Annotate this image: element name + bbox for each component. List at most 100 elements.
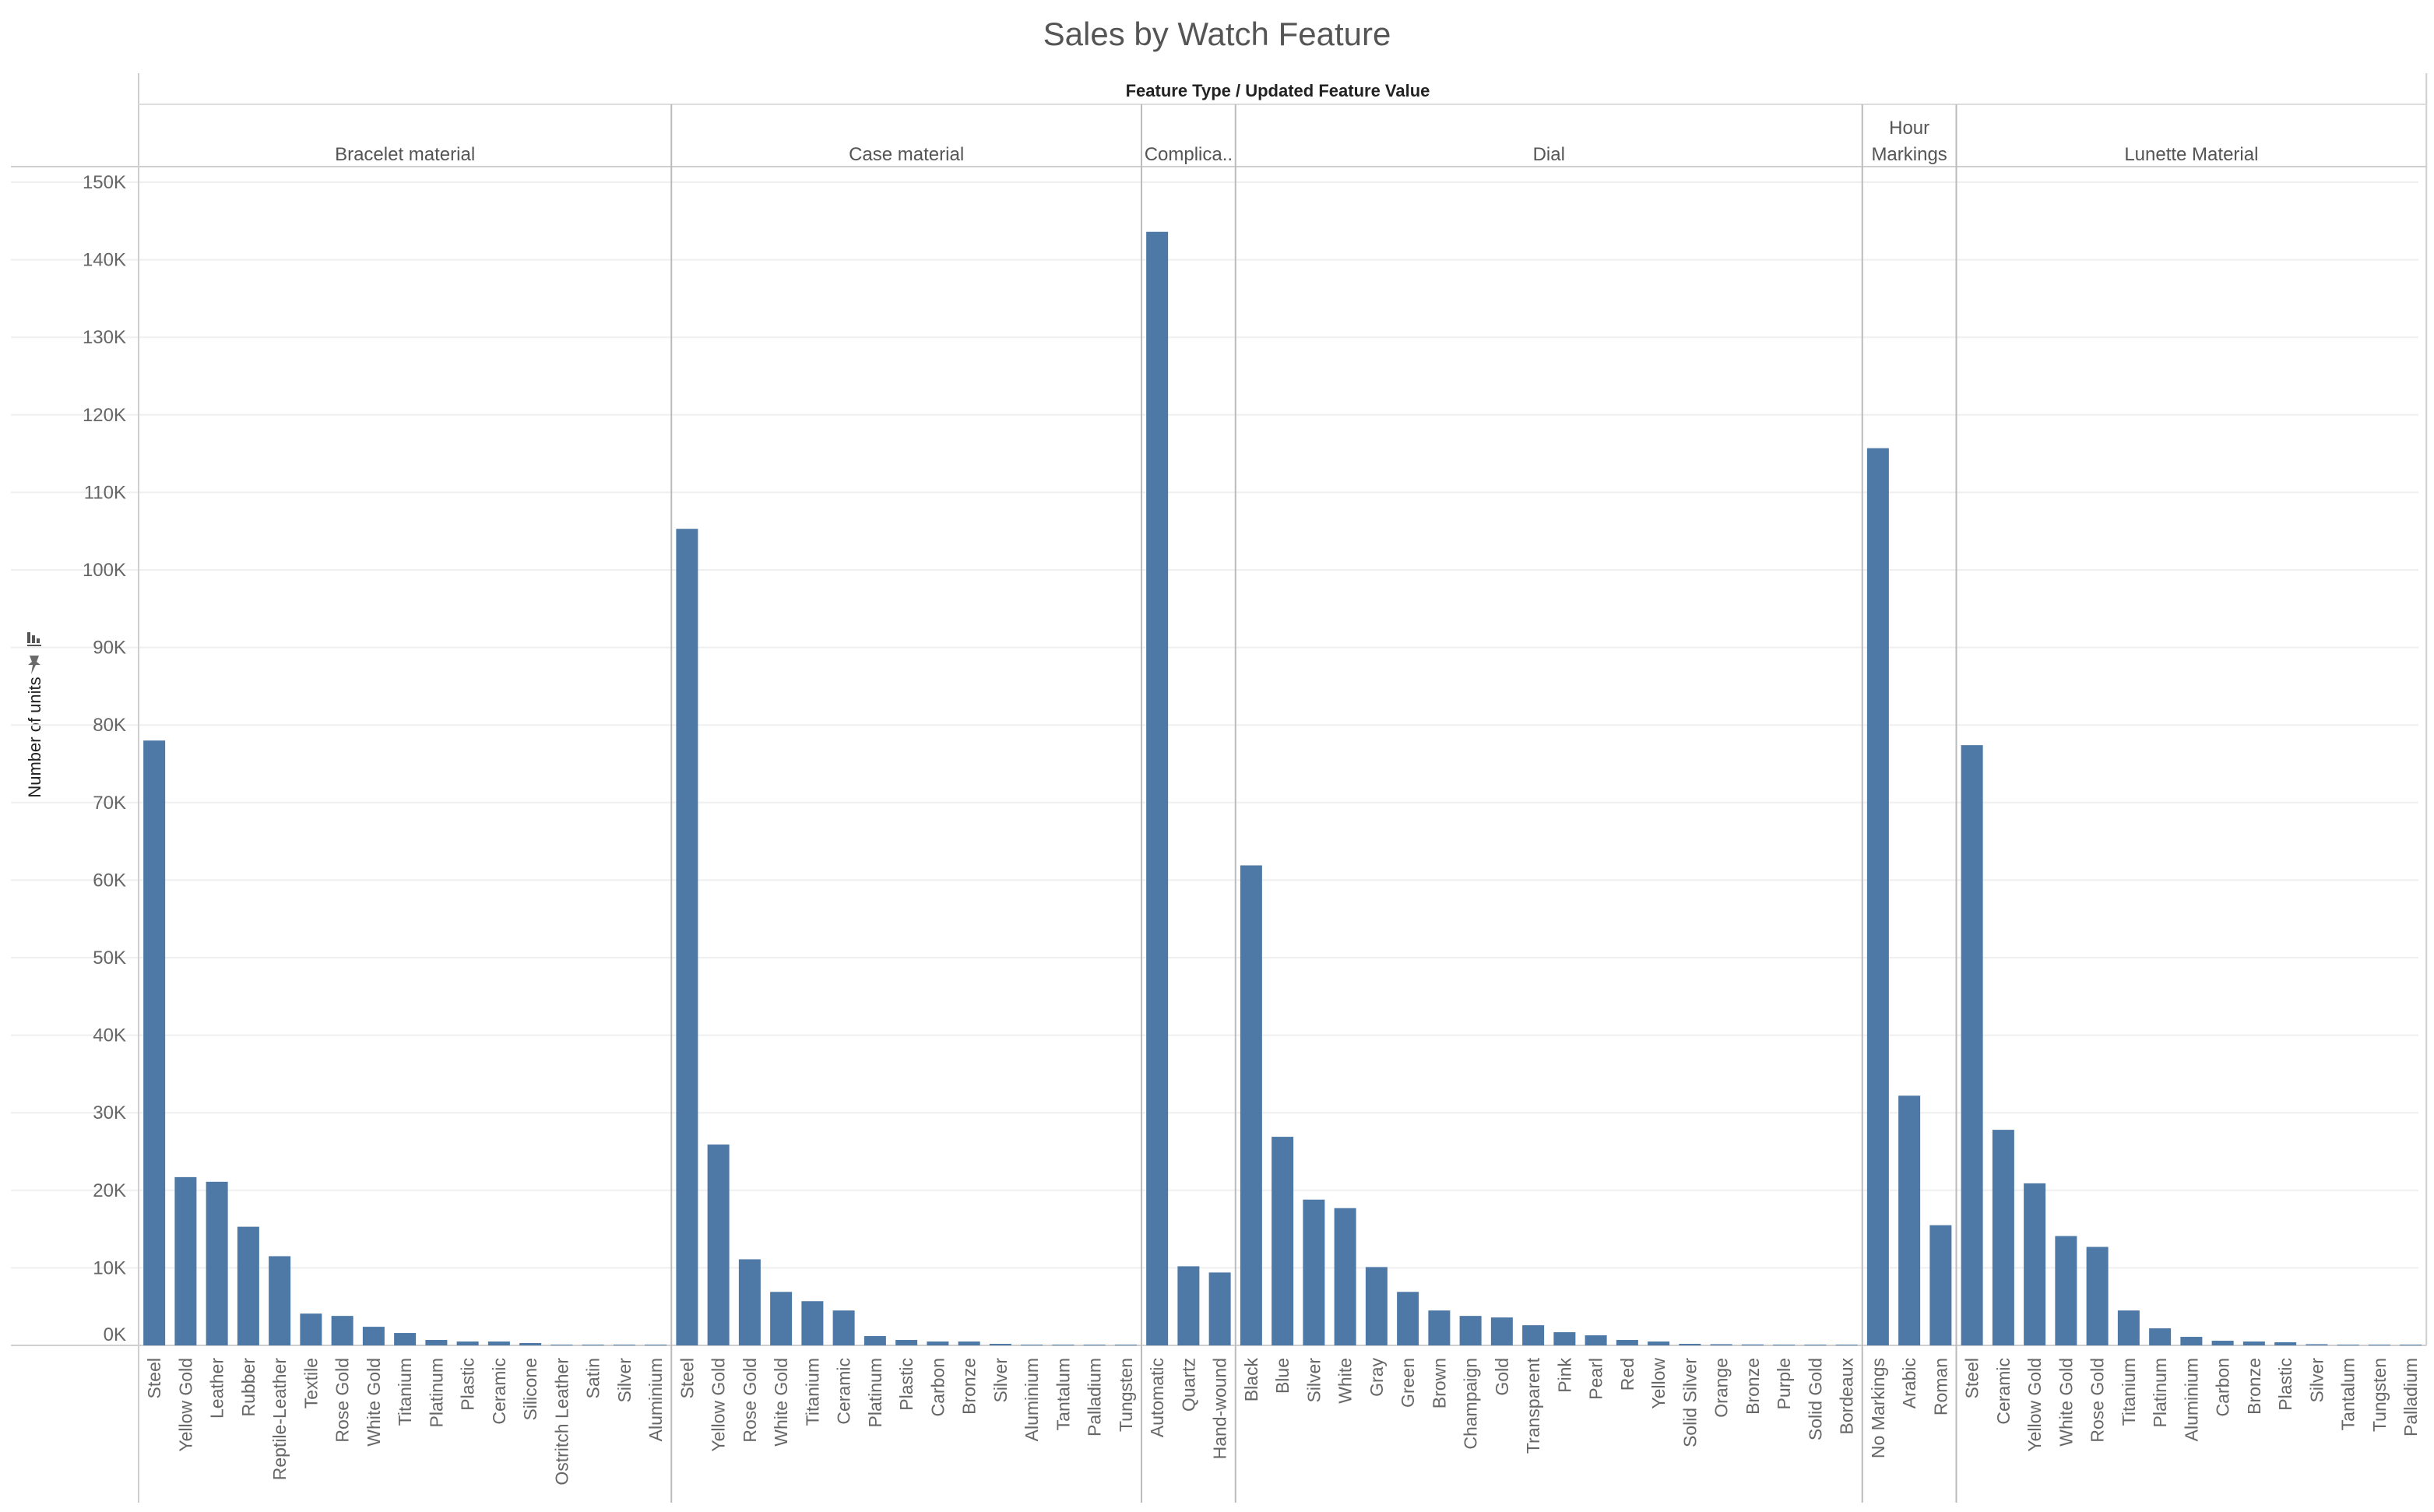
bar-0-3[interactable] bbox=[237, 1226, 259, 1345]
bar-1-7[interactable] bbox=[895, 1340, 918, 1345]
bar-5-4[interactable] bbox=[2086, 1247, 2109, 1345]
sort-icon[interactable] bbox=[27, 632, 41, 646]
x-tick-label: Aluminium bbox=[2181, 1358, 2201, 1441]
bar-0-12[interactable] bbox=[519, 1343, 542, 1345]
bar-3-1[interactable] bbox=[1272, 1137, 1294, 1345]
bar-3-9[interactable] bbox=[1522, 1325, 1545, 1345]
bar-4-0[interactable] bbox=[1866, 448, 1889, 1346]
bar-3-14[interactable] bbox=[1679, 1344, 1701, 1345]
bar-3-10[interactable] bbox=[1553, 1332, 1576, 1345]
bar-1-8[interactable] bbox=[927, 1341, 949, 1345]
x-tick-label: Transparent bbox=[1523, 1357, 1543, 1454]
bar-5-9[interactable] bbox=[2242, 1341, 2265, 1345]
bar-0-5[interactable] bbox=[300, 1313, 322, 1345]
bar-1-3[interactable] bbox=[770, 1292, 793, 1345]
bar-5-8[interactable] bbox=[2211, 1341, 2234, 1345]
x-tick-label: No Markings bbox=[1868, 1358, 1888, 1458]
bar-0-1[interactable] bbox=[174, 1176, 197, 1345]
x-tick-label: Silver bbox=[2306, 1358, 2327, 1403]
y-axis-label-group: Number of units bbox=[25, 632, 44, 798]
x-tick-label: Leather bbox=[207, 1358, 227, 1419]
x-tick-label: Automatic bbox=[1147, 1358, 1167, 1437]
x-tick-label: Purple bbox=[1774, 1358, 1794, 1409]
bar-5-5[interactable] bbox=[2117, 1310, 2140, 1345]
y-tick-label: 60K bbox=[93, 870, 126, 891]
y-tick-label: 150K bbox=[83, 172, 126, 193]
bar-5-1[interactable] bbox=[1992, 1130, 2014, 1345]
bar-4-1[interactable] bbox=[1898, 1095, 1921, 1345]
x-tick-label: Reptile-Leather bbox=[269, 1358, 290, 1481]
x-tick-label: Plastic bbox=[2275, 1358, 2295, 1411]
bar-3-13[interactable] bbox=[1648, 1341, 1670, 1345]
bar-5-6[interactable] bbox=[2149, 1328, 2172, 1345]
bar-0-7[interactable] bbox=[362, 1327, 385, 1345]
bar-1-10[interactable] bbox=[989, 1344, 1011, 1345]
x-tick-label: Gold bbox=[1492, 1358, 1512, 1396]
bar-3-4[interactable] bbox=[1365, 1267, 1388, 1345]
bar-3-2[interactable] bbox=[1303, 1199, 1325, 1345]
bar-1-6[interactable] bbox=[864, 1336, 886, 1345]
bar-0-10[interactable] bbox=[456, 1341, 479, 1345]
bar-1-2[interactable] bbox=[738, 1259, 761, 1345]
x-tick-label: Bronze bbox=[2244, 1358, 2264, 1415]
bar-5-10[interactable] bbox=[2274, 1342, 2297, 1345]
x-tick-label: White bbox=[1335, 1358, 1356, 1404]
x-tick-label: Platinum bbox=[426, 1358, 446, 1427]
bar-4-2[interactable] bbox=[1929, 1225, 1952, 1345]
x-tick-label: Aluminium bbox=[1022, 1358, 1042, 1441]
bar-2-0[interactable] bbox=[1146, 231, 1169, 1345]
bar-1-0[interactable] bbox=[676, 529, 698, 1346]
bar-1-4[interactable] bbox=[801, 1301, 824, 1345]
bar-2-2[interactable] bbox=[1208, 1272, 1231, 1345]
bar-0-0[interactable] bbox=[143, 740, 166, 1345]
x-tick-label: Platinum bbox=[865, 1358, 885, 1427]
bar-0-8[interactable] bbox=[394, 1333, 417, 1345]
x-tick-label: Pink bbox=[1554, 1358, 1574, 1393]
bar-0-4[interactable] bbox=[269, 1256, 291, 1345]
x-tick-label: Ceramic bbox=[1993, 1358, 2014, 1425]
x-tick-label: White Gold bbox=[2056, 1358, 2076, 1447]
bar-3-8[interactable] bbox=[1490, 1317, 1513, 1345]
y-tick-label: 80K bbox=[93, 715, 126, 736]
bar-5-2[interactable] bbox=[2024, 1183, 2046, 1345]
bar-0-2[interactable] bbox=[206, 1181, 228, 1345]
pin-icon[interactable] bbox=[28, 656, 40, 674]
bar-3-0[interactable] bbox=[1240, 865, 1262, 1345]
panel-label: Case material bbox=[849, 144, 964, 165]
bar-1-9[interactable] bbox=[958, 1341, 980, 1345]
bar-0-11[interactable] bbox=[487, 1341, 510, 1345]
bar-3-6[interactable] bbox=[1428, 1310, 1451, 1345]
x-tick-label: Roman bbox=[1930, 1358, 1950, 1415]
bar-5-7[interactable] bbox=[2180, 1337, 2203, 1345]
bar-0-9[interactable] bbox=[425, 1340, 448, 1345]
panel-label: Markings bbox=[1871, 144, 1947, 165]
panel-label: Dial bbox=[1533, 144, 1565, 165]
bar-3-5[interactable] bbox=[1397, 1292, 1419, 1345]
bar-3-7[interactable] bbox=[1459, 1316, 1482, 1345]
x-tick-label: Gray bbox=[1366, 1358, 1387, 1397]
x-tick-label: Titanium bbox=[802, 1358, 822, 1426]
bar-0-6[interactable] bbox=[331, 1316, 353, 1345]
x-tick-label: Rubber bbox=[238, 1358, 259, 1417]
bar-2-1[interactable] bbox=[1177, 1266, 1200, 1345]
bar-5-0[interactable] bbox=[1961, 745, 1983, 1345]
y-tick-label: 110K bbox=[84, 482, 126, 503]
panel-label: Lunette Material bbox=[2124, 144, 2258, 165]
x-tick-label: Rose Gold bbox=[740, 1358, 760, 1443]
x-tick-label: Rose Gold bbox=[2088, 1358, 2108, 1443]
y-tick-label: 130K bbox=[83, 327, 126, 348]
bar-1-5[interactable] bbox=[832, 1310, 855, 1345]
bar-3-12[interactable] bbox=[1616, 1340, 1638, 1345]
x-tick-label: Steel bbox=[144, 1358, 164, 1398]
x-tick-label: Palladium bbox=[1085, 1358, 1105, 1436]
x-tick-label: Pearl bbox=[1586, 1358, 1606, 1400]
bar-5-3[interactable] bbox=[2055, 1236, 2077, 1345]
x-tick-label: Rose Gold bbox=[332, 1358, 353, 1443]
y-tick-label: 20K bbox=[93, 1180, 126, 1201]
bar-3-11[interactable] bbox=[1585, 1335, 1607, 1345]
x-tick-label: Steel bbox=[677, 1358, 697, 1398]
x-tick-label: Arabic bbox=[1899, 1358, 1919, 1408]
bar-1-1[interactable] bbox=[707, 1145, 730, 1345]
bar-3-3[interactable] bbox=[1334, 1208, 1356, 1345]
